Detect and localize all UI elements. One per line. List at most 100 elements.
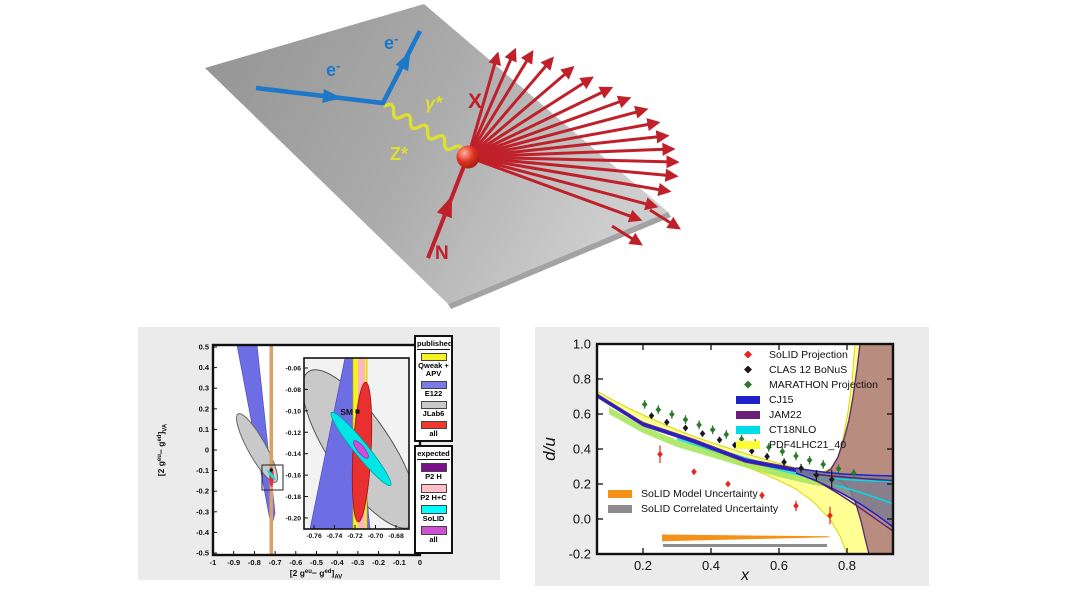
green-overlap-band (609, 407, 827, 487)
nucleon-label: N (435, 243, 449, 264)
legend-label: SoLID Projection (769, 348, 848, 361)
x-tick-label: -0.4 (331, 558, 345, 567)
y-tick-label: 0.1 (199, 425, 209, 434)
hadron-fan-arrows (466, 47, 681, 246)
x-tick-label: -0.5 (310, 558, 323, 567)
zoom-region-box (261, 464, 284, 491)
legend-diamond-marker (744, 365, 752, 374)
inset-y-tick-label: -0.14 (286, 451, 302, 458)
legend-item: SoLID Model Uncertainty (605, 487, 778, 500)
coupling-constants-panel: SM -1 -0.9 -0.8 -0.7 -0.6 -0.5 -0.4 -0.3 -0.2 -0.… (138, 327, 500, 580)
legend-band-swatch (736, 440, 760, 449)
qweak-apv-band (269, 345, 274, 555)
y-tick-label: 0.6 (573, 407, 591, 422)
solid-ellipse-mini (266, 469, 276, 481)
legend-swatch (420, 353, 447, 361)
hadrons-label: X (468, 90, 482, 113)
solid-correlated-uncertainty-bar (663, 544, 827, 547)
legend-label: CJ15 (769, 393, 794, 406)
y-tick-label: -0.1 (196, 466, 209, 475)
y-tick-label: -0.4 (196, 528, 210, 537)
y-tick-label: -0.2 (196, 487, 209, 496)
legend-item: MARATHON Projection (733, 378, 878, 391)
y-tick-label: 1.0 (573, 337, 591, 352)
y-tick-label: 0 (205, 446, 209, 455)
x-tick-label: -1 (210, 558, 217, 567)
du-yaxis-label: d/u (540, 437, 559, 461)
y-tick-label: 0.4 (199, 363, 210, 372)
y-tick-label: 0.5 (199, 343, 209, 352)
legend-published: published Qweak + APV E122 JLab6 all (414, 335, 453, 442)
cj15-fan-lines (795, 467, 893, 528)
legend-band-swatch (736, 410, 760, 419)
legend-swatch (420, 505, 447, 514)
y-tick-label: 0.3 (199, 384, 209, 393)
x-tick-label: -0.7 (269, 558, 282, 567)
legend-published-title: published (417, 339, 453, 350)
inset-y-tick-label: -0.16 (286, 473, 302, 480)
legend-label: MARATHON Projection (769, 378, 878, 391)
legend-swatch (420, 381, 447, 389)
legend-label: SoLID Correlated Uncertainty (641, 502, 779, 515)
legend-label: E122 (424, 389, 443, 398)
legend-label: all (429, 535, 438, 544)
legend-item: SoLID Projection (733, 348, 878, 361)
incoming-electron-label: e- (326, 58, 340, 80)
inset-y-tick-label: -0.10 (286, 408, 302, 415)
legend-expected: expected P2 H P2 H+C SoLID all (414, 445, 453, 554)
plane-edge (448, 212, 671, 309)
legend-diamond-marker (744, 380, 752, 389)
legend-band-swatch (608, 489, 632, 498)
inset-y-tick-label: -0.20 (286, 515, 302, 522)
du-plot-frame (595, 342, 895, 556)
inset-y-tick-label: -0.08 (286, 387, 302, 394)
sm-label: SM (340, 407, 353, 417)
legend-item: CJ15 (733, 393, 878, 406)
inset-frame (303, 357, 410, 530)
du-ratio-panel: 0.2 0.4 0.6 0.8 1.0 0.8 0.6 0.4 0.2 0.0 -0.2 x d/u… (535, 327, 929, 586)
legend-label: Qweak + APV (418, 361, 449, 378)
y-tick-label: -0.2 (569, 547, 591, 562)
y-tick-label: 0.0 (573, 512, 591, 527)
du-xaxis-label: x (740, 567, 750, 584)
y-tick-label: 0.8 (573, 372, 591, 387)
legend-label: CLAS 12 BoNuS (769, 363, 848, 376)
legend-label: PDF4LHC21_40 (769, 438, 847, 451)
x-tick-label: 0.6 (770, 558, 788, 573)
du-legend-uncertainty: SoLID Model Uncertainty SoLID Correlated … (605, 487, 778, 515)
y-tick-label: 0.4 (573, 442, 591, 457)
x-tick-label: -0.3 (351, 558, 364, 567)
legend-item: PDF4LHC21_40 (733, 438, 878, 451)
legend-item: JAM22 (733, 408, 878, 421)
all-expected-ellipse-inset (353, 440, 369, 459)
legend-item: CLAS 12 BoNuS (733, 363, 878, 376)
inset-y-tick-label: -0.06 (286, 366, 302, 373)
legend-label: P2 H+C (420, 493, 447, 502)
photon-label: γ* (425, 93, 443, 113)
legend-label: P2 H (425, 472, 442, 481)
z-boson-label: Z* (390, 144, 408, 164)
inset-x-tick-label: -0.70 (368, 533, 384, 540)
scattering-plane (205, 4, 668, 304)
inset-y-tick-label: -0.12 (286, 430, 302, 437)
x-tick-label: -0.9 (227, 558, 240, 567)
coupling-xaxis-label: [2 geu− ged]AV (290, 568, 342, 580)
inset-x-tick-label: -0.74 (327, 533, 343, 540)
legend-swatch (420, 526, 447, 535)
inset-y-tick-label: -0.18 (286, 494, 302, 501)
legend-label: SoLID (422, 514, 445, 523)
nucleon-ball (456, 145, 480, 169)
inset-x-tick-label: -0.76 (306, 533, 322, 540)
du-legend-main: SoLID Projection CLAS 12 BoNuS MARATHON Pr… (733, 348, 878, 451)
coupling-axis-ticks: -1 -0.9 -0.8 -0.7 -0.6 -0.5 -0.4 -0.3 -0.2 -0.1 00… (196, 343, 422, 568)
nucleon-line (426, 165, 466, 259)
legend-band-swatch (736, 425, 760, 434)
y-tick-label: 0.2 (199, 404, 209, 413)
legend-band-swatch (608, 504, 632, 513)
legend-item: CT18NLO (733, 423, 878, 436)
legend-diamond-marker (744, 350, 752, 359)
x-tick-label: -0.6 (289, 558, 302, 567)
scattered-electron-label: e- (384, 31, 398, 53)
boson-wavy-line (383, 102, 464, 155)
